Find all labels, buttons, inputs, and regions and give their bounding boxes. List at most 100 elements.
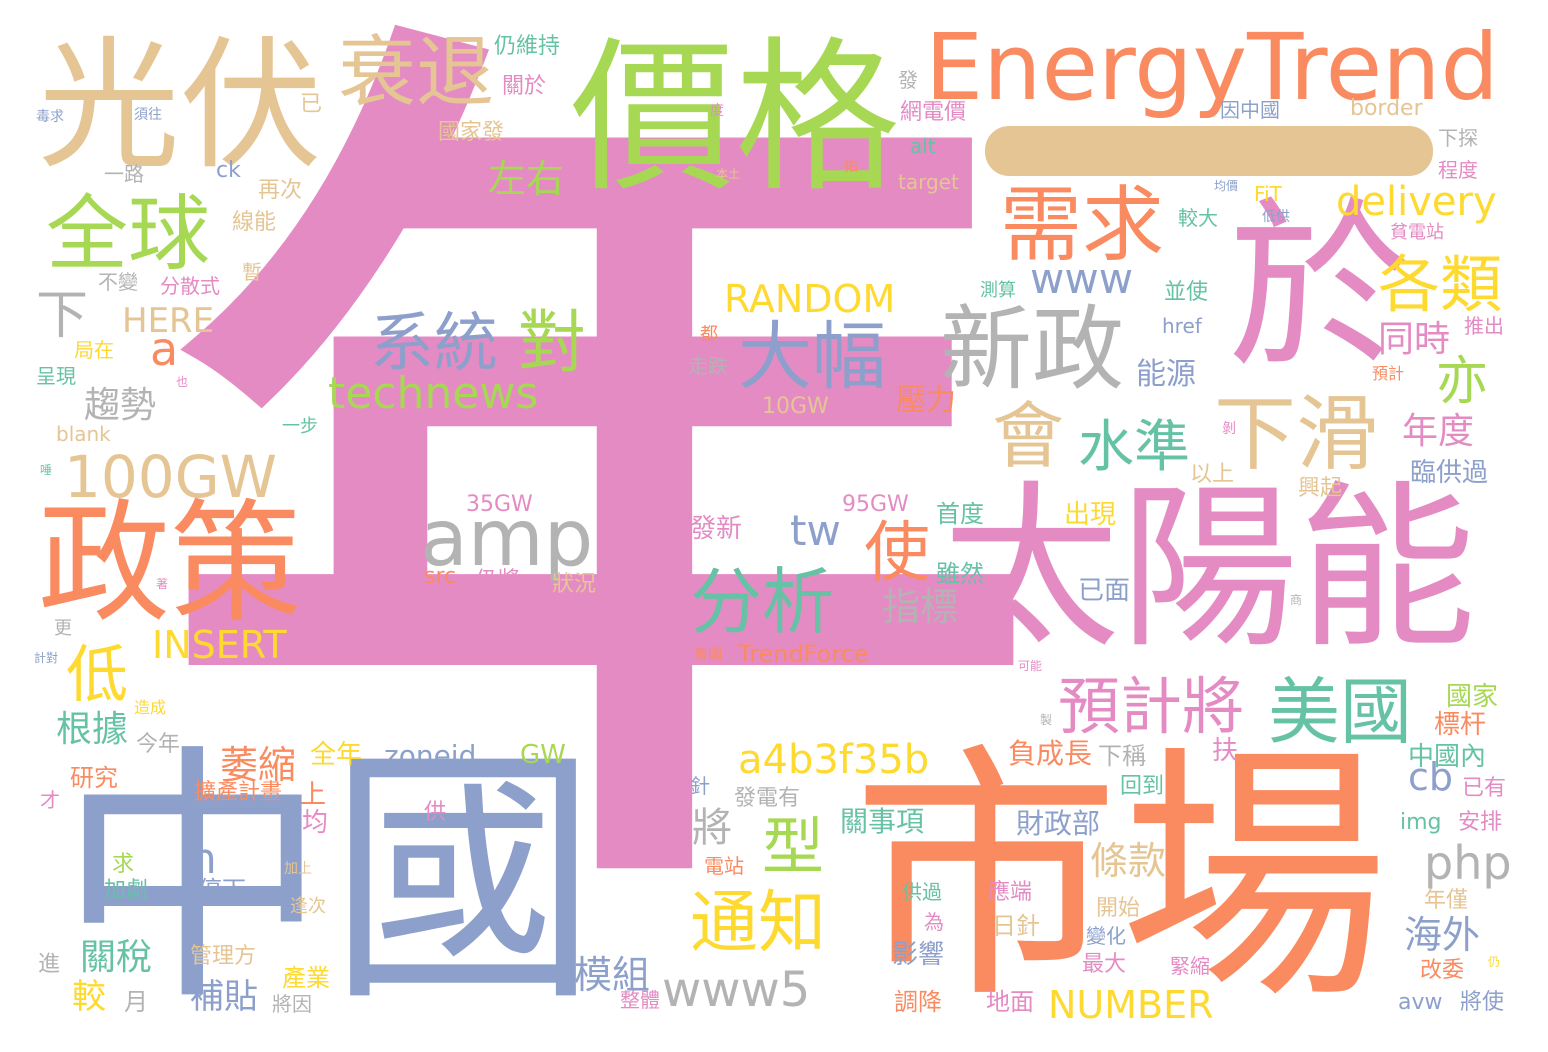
word-fadianyou: 發電有 — [734, 786, 801, 811]
word-xing: 型 — [762, 810, 825, 883]
word-gaiwei: 改委 — [1420, 958, 1465, 983]
word-biaogan: 標杆 — [1434, 710, 1487, 740]
word-insert: INSERT — [152, 623, 287, 667]
word-jiaju: 加劇 — [104, 878, 149, 903]
word-rengweichi: 仍維持 — [494, 34, 561, 59]
word-zhengti: 整體 — [620, 988, 660, 1012]
word-taiyangneng: 太陽能 — [942, 465, 1476, 672]
word-jun: 均 — [302, 808, 329, 838]
word-shuaitui: 衰退 — [338, 28, 495, 118]
word-youliyu: 有利於 — [852, 621, 889, 635]
word-fa: 發 — [898, 68, 918, 92]
word-jiashang: 加上 — [284, 861, 312, 877]
word-guangfu: 光伏 — [38, 24, 322, 189]
word-qiujiang: 求將 — [434, 160, 470, 181]
word-zhengce: 政策 — [38, 487, 302, 641]
word-xiatan: 下探 — [1438, 126, 1478, 150]
word-zuoyou: 左右 — [488, 157, 565, 201]
word-delivery: delivery — [1336, 179, 1497, 225]
word-yilu: 一路 — [104, 162, 144, 186]
word-wei: 為 — [924, 910, 944, 934]
word-guanshixiang: 關事項 — [840, 805, 925, 838]
word-35gw: 35GW — [466, 492, 533, 517]
word-guanlifang: 管理方 — [190, 944, 257, 969]
word-hui: 會 — [992, 394, 1065, 478]
word-yingduan: 應端 — [988, 880, 1033, 905]
word-shi: 使 — [864, 514, 930, 591]
word-huidao: 回到 — [1120, 774, 1165, 799]
word-yi: 亦 — [1436, 352, 1489, 412]
word-xinzheng: 新政 — [940, 296, 1125, 403]
word-tuichu: 推出 — [1464, 314, 1504, 338]
word-dui: 對 — [518, 304, 587, 383]
word-anpai: 安排 — [1458, 810, 1503, 835]
word-tw: tw — [790, 506, 841, 555]
word-jin: 進 — [38, 952, 61, 977]
word-yali: 壓力 — [896, 383, 956, 418]
word-shichang: 市場 — [852, 723, 1388, 1035]
word-rengjiang: 仍將 — [476, 568, 521, 593]
word-faxin: 發新 — [690, 514, 743, 544]
word-chuxian: 出現 — [1064, 500, 1117, 530]
word-jiangyin: 將因 — [272, 992, 312, 1016]
word-bianhua: 變化 — [1086, 924, 1126, 948]
word-gelei: 各類 — [1378, 248, 1503, 321]
word-tingxia: 停下 — [198, 876, 246, 904]
word-kuochanjihua: 擴產計畫 — [194, 780, 283, 805]
word-cb: cb — [1408, 755, 1454, 799]
word-fuchengzhang: 負成長 — [1008, 737, 1093, 770]
word-technews: technews — [328, 368, 539, 419]
word-chengxian: 呈現 — [36, 364, 76, 388]
word-mozu: 模組 — [574, 953, 651, 997]
word-bubian: 不變 — [98, 270, 138, 294]
word-zan: 暫 — [242, 260, 262, 284]
word-zhongguonei: 中國內 — [1408, 742, 1487, 772]
word-100gw: 100GW — [64, 443, 277, 511]
word-bingshi: 並使 — [1164, 280, 1209, 305]
word-here: HERE — [122, 301, 215, 341]
word-keneng: 可能 — [1018, 659, 1043, 673]
word-shoudu: 首度 — [936, 500, 984, 528]
word-95gw: 95GW — [842, 492, 909, 517]
word-guanshui: 關稅 — [80, 937, 153, 978]
word-amp: amp — [420, 494, 594, 584]
word-10gw: 10GW — [762, 394, 829, 419]
word-quanqiu: 全球 — [46, 187, 211, 282]
word-tongzhi: 通知 — [690, 884, 827, 963]
word-caizhengbu: 財政部 — [1016, 807, 1101, 840]
word-tuo: 唾 — [40, 463, 53, 477]
word-nengyuan: 能源 — [1136, 357, 1196, 392]
word-fit: FiT — [1254, 182, 1282, 206]
word-shang2: 商 — [1290, 593, 1303, 607]
word-jinnian: 今年 — [136, 732, 181, 757]
word-avw: avw — [1398, 990, 1443, 1015]
word-alt: alt — [910, 134, 936, 158]
word-chanye: 產業 — [282, 964, 330, 992]
word-junjia: 均價 — [1214, 179, 1239, 193]
word-yishang: 以上 — [1190, 462, 1235, 487]
word-bo: 剝 — [1222, 421, 1236, 437]
word-jidui: 計對 — [34, 651, 59, 665]
word-energytrend: EnergyTrend — [925, 14, 1499, 121]
word-tiaojiang: 調降 — [894, 988, 942, 1016]
word-weisuo: 萎縮 — [220, 743, 297, 787]
word-nian: 年 — [160, 0, 1040, 992]
word-niandu: 年度 — [1402, 411, 1475, 452]
word-juzai: 局在 — [74, 338, 114, 362]
word-xiahua: 下滑 — [1214, 387, 1379, 482]
word-butie: 補貼 — [190, 977, 258, 1017]
word-qiu: 求 — [112, 852, 135, 877]
word-zhen: 針 — [690, 774, 710, 798]
word-php: php — [1424, 836, 1512, 890]
word-img: img — [1400, 810, 1442, 835]
word-jiao: 較 — [72, 977, 106, 1017]
word-kaishi: 開始 — [1096, 896, 1141, 921]
tan-stroke-shape — [985, 126, 1433, 176]
word-guojia: 國家 — [1446, 682, 1499, 712]
word-guanyu: 關於 — [502, 74, 547, 99]
word-nianjin: 年僅 — [1424, 888, 1469, 913]
word-fu: 扶 — [1212, 736, 1239, 766]
word-gw: GW — [520, 740, 566, 770]
word-cengguo: 曾國 — [694, 647, 722, 663]
